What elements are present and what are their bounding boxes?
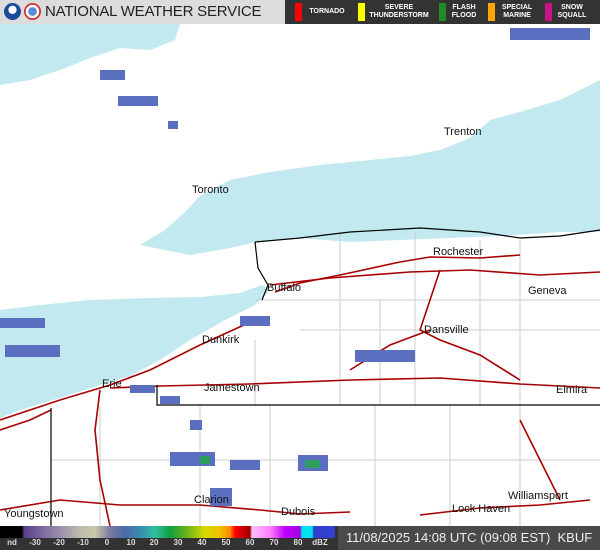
footer-bar: nd -30 -20 -10 0 10 20 30 40 50 60 70 80 dBZ 11/08/20… [0, 526, 600, 550]
warning-severe-thunderstorm: SEVERE THUNDERSTORM [348, 0, 429, 24]
timestamp: 11/08/2025 14:08 UTC (09:08 EST) [346, 530, 551, 545]
city-label: Elmira [556, 384, 588, 396]
radar-echo [210, 488, 232, 506]
noaa-logo [4, 3, 21, 20]
radar-echo [200, 456, 210, 464]
warning-flash-flood: FLASH FLOOD [429, 0, 478, 24]
city-label: Williamsport [508, 490, 568, 502]
city-label: Lock Haven [452, 503, 511, 515]
city-label: Dubois [281, 506, 316, 518]
warning-special-marine: SPECIAL MARINE [478, 0, 535, 24]
warning-swatch [545, 3, 552, 21]
state-borders [50, 227, 600, 526]
city-label: Jamestown [204, 382, 260, 394]
roads [0, 254, 600, 526]
lake-ontario [140, 80, 600, 255]
dbz-ticks: nd -30 -20 -10 0 10 20 30 40 50 60 70 80 dBZ [0, 538, 335, 550]
header: NATIONAL WEATHER SERVICE TORNADO SEVERE T… [0, 0, 600, 24]
warning-swatch [439, 3, 446, 21]
warning-tornado: TORNADO [285, 0, 348, 24]
warning-legend: TORNADO SEVERE THUNDERSTORM FLASH FLOOD SPE… [285, 0, 600, 24]
warning-swatch [488, 3, 495, 21]
dbz-tick-label: -20 [53, 538, 65, 547]
warning-label: TORNADO [309, 8, 345, 15]
dbz-tick-label: 60 [245, 538, 255, 547]
warning-label: SPECIAL MARINE [501, 4, 533, 19]
warning-swatch [358, 3, 365, 21]
dbz-tick-label: 70 [269, 538, 279, 547]
radar-map[interactable] [0, 24, 600, 526]
dbz-tick-label: nd [7, 538, 17, 547]
dbz-color-scale: nd -30 -20 -10 0 10 20 30 40 50 60 70 80 dBZ [0, 526, 335, 550]
radar-station: KBUF [557, 530, 593, 545]
radar-echo [160, 396, 180, 404]
agency-logos [4, 3, 41, 20]
city-label: Rochester [433, 246, 484, 258]
radar-echo [168, 121, 178, 129]
radar-echoes [0, 28, 590, 506]
radar-echo [305, 460, 320, 468]
dbz-tick-label: -10 [77, 538, 89, 547]
radar-echo [230, 460, 260, 470]
city-label: Trenton [444, 126, 482, 138]
warning-label: FLASH FLOOD [451, 4, 477, 19]
radar-echo [190, 420, 202, 430]
warning-swatch [295, 3, 302, 21]
city-label: Dunkirk [202, 334, 240, 346]
dbz-tick-label: 30 [173, 538, 183, 547]
radar-echo [0, 318, 45, 328]
georgian-bay [0, 24, 180, 85]
radar-echo [510, 28, 590, 40]
dbz-tick-label: 80 [293, 538, 303, 547]
city-label: Youngstown [4, 508, 64, 520]
radar-echo [240, 316, 270, 326]
radar-echo [118, 96, 158, 106]
page-title: NATIONAL WEATHER SERVICE [45, 3, 262, 20]
warning-label: SNOW SQUALL [557, 4, 587, 19]
dbz-tick-label: 0 [104, 538, 110, 547]
city-label: Buffalo [267, 282, 302, 294]
warning-snow-squall: SNOW SQUALL [535, 0, 588, 24]
radar-echo [130, 385, 155, 393]
county-lines [51, 232, 600, 526]
dbz-tick-label: 50 [221, 538, 231, 547]
timestamp-bar: 11/08/2025 14:08 UTC (09:08 EST) KBUF [338, 526, 600, 550]
nws-logo [24, 3, 41, 20]
dbz-tick-label: dBZ [312, 538, 328, 547]
radar-echo [100, 70, 125, 80]
city-label: Dansville [424, 324, 469, 336]
city-label: Clarion [194, 494, 229, 506]
radar-echo [5, 345, 60, 357]
city-label: Geneva [528, 285, 567, 297]
dbz-gradient [0, 526, 335, 538]
dbz-tick-label: -30 [29, 538, 41, 547]
city-label: Erie [102, 378, 122, 390]
water-bodies [0, 24, 600, 418]
dbz-tick-label: 20 [149, 538, 159, 547]
city-label: Toronto [192, 184, 229, 196]
warning-label: SEVERE THUNDERSTORM [369, 4, 429, 19]
dbz-tick-label: 10 [126, 538, 136, 547]
radar-echo [355, 350, 415, 362]
dbz-tick-label: 40 [197, 538, 207, 547]
lake-erie [0, 285, 270, 418]
